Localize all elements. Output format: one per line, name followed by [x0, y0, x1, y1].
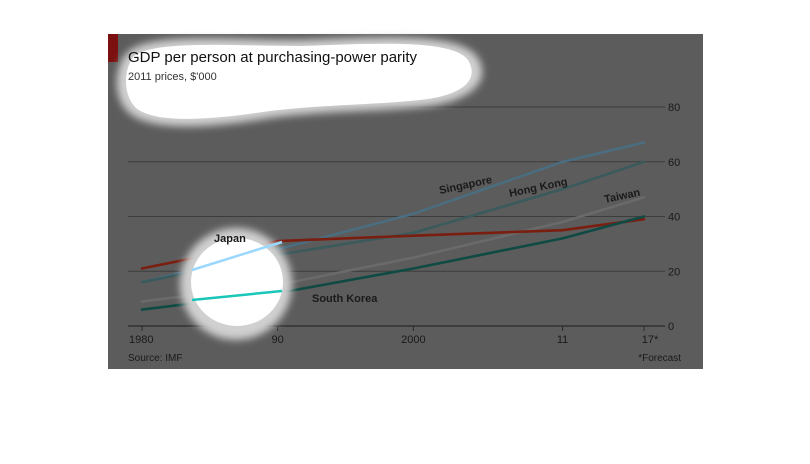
- japan-line-highlight: [191, 240, 283, 272]
- y-tick-label-20: 20: [668, 266, 680, 278]
- y-tick-label-0: 0: [668, 321, 674, 333]
- series-label-south-korea: South Korea: [312, 293, 378, 305]
- south-korea-line-highlight: [191, 289, 283, 302]
- x-axis-tick-labels: 1980 90 2000 11 17*: [129, 334, 659, 346]
- y-tick-label-60: 60: [668, 157, 680, 169]
- x-tick-label-2000: 2000: [401, 334, 425, 346]
- x-tick-label-17: 17*: [642, 334, 659, 346]
- x-tick-label-1980: 1980: [129, 334, 153, 346]
- source-note: Source: IMF: [128, 353, 182, 364]
- x-tick-label-11: 11: [557, 334, 568, 346]
- y-tick-label-40: 40: [668, 212, 680, 224]
- y-axis-tick-labels: 0 20 40 60 80: [668, 102, 680, 333]
- chart-title: GDP per person at purchasing-power parit…: [128, 49, 418, 66]
- series-label-japan: Japan: [214, 233, 246, 245]
- brand-tag: [108, 34, 118, 62]
- chart-subtitle: 2011 prices, $'000: [128, 71, 217, 83]
- redaction-blob-japan: [180, 228, 292, 340]
- redaction-blob-title: [116, 37, 483, 127]
- forecast-note: *Forecast: [638, 353, 681, 364]
- y-tick-label-80: 80: [668, 102, 680, 114]
- x-tick-label-90: 90: [272, 334, 284, 346]
